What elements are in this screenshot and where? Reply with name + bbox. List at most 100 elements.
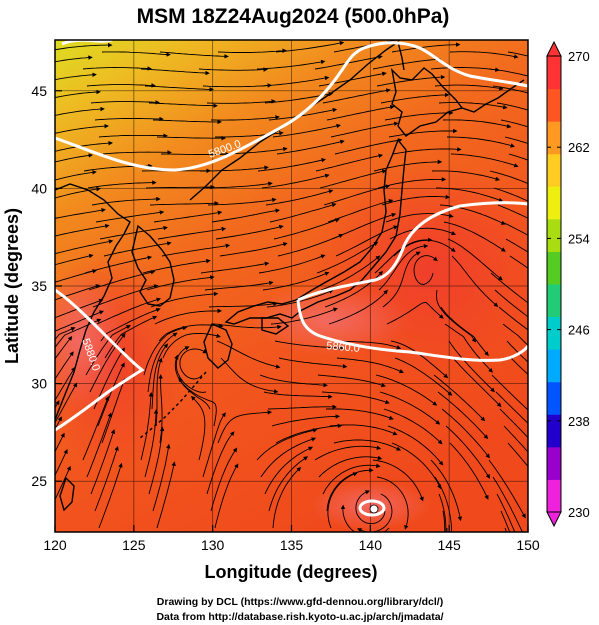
wind-streamline [323, 184, 391, 206]
x-tick-label: 140 [359, 537, 383, 553]
x-tick-label: 150 [516, 537, 540, 553]
wind-streamline [383, 408, 443, 445]
wind-streamline [260, 75, 330, 87]
wind-streamline [261, 173, 330, 189]
colorbar-label: 238 [568, 414, 590, 429]
wind-streamline [174, 354, 211, 410]
colorbar-segment [547, 251, 561, 285]
colorbar-segment [547, 414, 561, 448]
wind-streamline [100, 307, 161, 342]
wind-streamline [140, 391, 154, 461]
wind-streamline [158, 323, 224, 342]
wind-streamline [502, 323, 528, 346]
wind-streamline [450, 153, 519, 168]
wind-streamline [438, 102, 508, 110]
coastline-kurils [461, 79, 525, 113]
wind-streamline [175, 346, 207, 393]
coastline-kyushu [203, 323, 233, 369]
wind-streamline [55, 153, 93, 163]
map-title: MSM 18Z24Aug2024 (500.0hPa) [137, 5, 450, 28]
wind-streamline [267, 404, 337, 410]
wind-streamline [275, 423, 343, 444]
wind-streamline [488, 459, 526, 519]
wind-streamline [379, 391, 441, 425]
wind-streamline [90, 429, 116, 495]
wind-streamline [162, 333, 221, 359]
wind-streamline [447, 136, 516, 148]
wind-streamline [373, 159, 443, 172]
wind-streamline [55, 284, 101, 301]
colorbar-segment [547, 186, 561, 220]
wind-streamline [504, 136, 528, 145]
wind-streamline [256, 59, 326, 70]
wind-streamline [203, 181, 273, 189]
y-tick-label: 30 [31, 376, 47, 392]
contour-5880-north [296, 299, 528, 362]
wind-streamline [144, 409, 159, 478]
wind-streamline [492, 476, 523, 532]
wind-streamline [208, 301, 278, 308]
wind-streamline [269, 202, 337, 223]
wind-streamline [94, 445, 119, 512]
wind-streamline [278, 357, 348, 369]
typhoon-marker [369, 504, 379, 514]
wind-streamline [216, 340, 281, 369]
wind-streamline [451, 255, 499, 307]
wind-streamline [85, 325, 131, 376]
wind-streamline [98, 462, 123, 529]
wind-streamline [493, 187, 528, 202]
wind-streamline [97, 362, 125, 427]
wind-streamline [55, 89, 101, 99]
wind-streamline [103, 241, 172, 257]
wind-streamline [86, 83, 156, 88]
wind-streamline [55, 449, 68, 477]
wind-streamline [385, 213, 454, 223]
colorbar-frame [546, 55, 562, 513]
wind-streamline [154, 308, 222, 325]
contour-5880-west [55, 288, 145, 432]
wind-streamline [179, 348, 208, 380]
colorbar-extend-min [546, 511, 562, 528]
coastline-hokkaido [390, 67, 464, 137]
credit-data: Data from http://database.rish.kyoto-u.a… [156, 611, 443, 623]
y-tick-label: 35 [31, 278, 47, 294]
wind-streamline [374, 237, 433, 274]
contour-5800 [55, 41, 528, 172]
wind-streamline [322, 88, 391, 104]
wind-streamline [55, 170, 97, 181]
wind-streamline [448, 340, 496, 393]
wind-streamline [190, 395, 206, 461]
wind-streamline [489, 170, 528, 185]
wind-streamline [256, 428, 318, 461]
wind-streamline [376, 476, 409, 530]
wind-streamline [147, 332, 178, 393]
wind-streamline [501, 221, 528, 236]
y-axis-label: Latitude (degrees) [2, 208, 22, 364]
wind-streamline [500, 510, 511, 532]
wind-streamline [445, 425, 491, 479]
wind-streamline [55, 432, 65, 453]
wind-streamline [499, 408, 528, 439]
wind-streamline [492, 85, 528, 94]
wind-streamline [55, 335, 73, 360]
colorbar-segment [547, 316, 561, 350]
wind-streamline [510, 357, 528, 375]
wind-streamline [219, 242, 288, 257]
wind-streamline [384, 110, 454, 121]
wind-streamline [159, 51, 229, 59]
wind-streamline [206, 431, 235, 495]
wind-streamline [82, 395, 110, 461]
wind-streamline [314, 445, 382, 461]
wind-streamline [500, 119, 528, 128]
x-axis: 120 125 130 135 140 145 150 [43, 525, 540, 553]
wind-streamline [496, 102, 528, 111]
wind-streamline [389, 227, 457, 240]
wind-streamline [55, 207, 106, 219]
wind-streamline [439, 204, 506, 225]
wind-streamline [259, 374, 328, 388]
colorbar-segment [547, 446, 561, 480]
colorbar-segment [547, 349, 561, 383]
colorbar-label: 262 [568, 140, 590, 155]
wind-streamline [90, 100, 160, 105]
